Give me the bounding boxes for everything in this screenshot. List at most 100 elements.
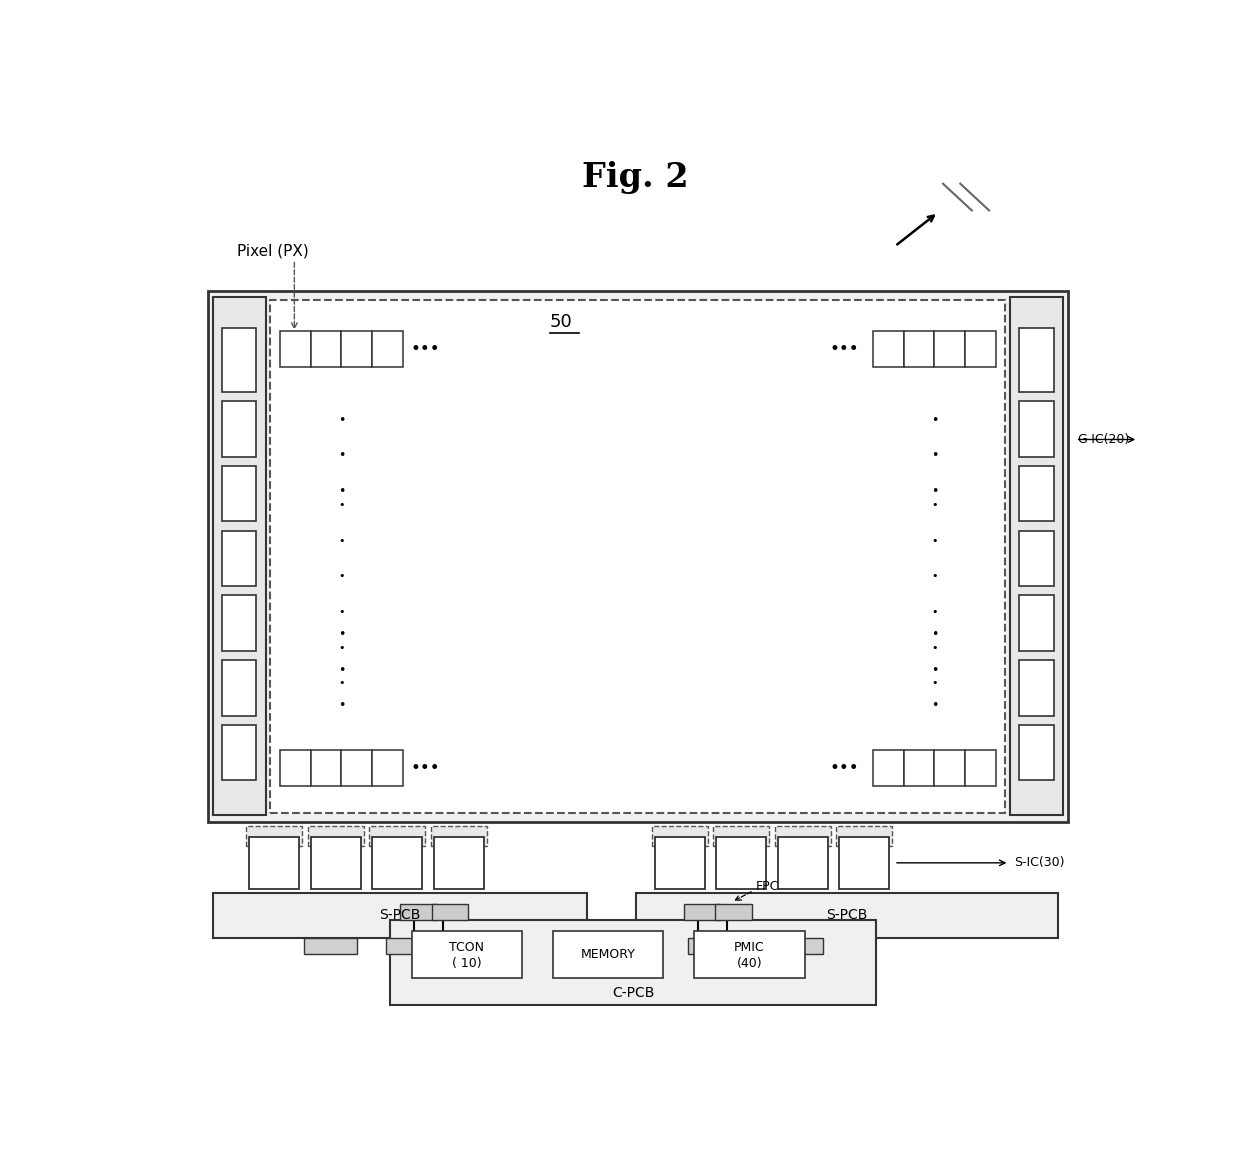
Text: TCON: TCON xyxy=(449,941,485,954)
Bar xyxy=(717,837,766,889)
Text: •: • xyxy=(339,571,345,582)
Text: R: R xyxy=(884,344,892,353)
Text: •: • xyxy=(337,414,345,427)
Text: FPC: FPC xyxy=(755,880,779,892)
Text: G: G xyxy=(946,344,954,353)
Bar xyxy=(935,331,965,366)
Text: •: • xyxy=(931,643,937,653)
Text: •: • xyxy=(931,607,937,617)
Text: R: R xyxy=(884,764,892,773)
Bar xyxy=(432,904,469,920)
Text: PMIC: PMIC xyxy=(734,941,765,954)
Text: •: • xyxy=(931,664,937,677)
Bar xyxy=(1019,531,1054,586)
Bar xyxy=(270,300,1006,812)
Text: G: G xyxy=(946,764,954,773)
Bar xyxy=(386,938,439,954)
Text: W: W xyxy=(914,344,924,353)
Bar xyxy=(247,826,303,846)
Text: W: W xyxy=(321,764,331,773)
Text: •: • xyxy=(931,535,937,546)
Bar xyxy=(249,837,299,889)
Text: B: B xyxy=(977,764,985,773)
Bar xyxy=(311,331,341,366)
Text: (40): (40) xyxy=(737,957,763,970)
Bar xyxy=(208,291,1068,822)
Bar xyxy=(222,661,257,715)
Text: W: W xyxy=(321,344,331,353)
Bar xyxy=(688,938,742,954)
Bar xyxy=(222,596,257,651)
Bar xyxy=(655,837,704,889)
Bar xyxy=(770,938,823,954)
Bar xyxy=(341,750,372,786)
Text: ( 10): ( 10) xyxy=(453,957,481,970)
Bar xyxy=(222,466,257,522)
Bar xyxy=(372,750,403,786)
Bar xyxy=(434,837,484,889)
Text: •: • xyxy=(337,628,345,641)
Bar xyxy=(1019,724,1054,780)
Bar xyxy=(873,331,904,366)
Bar xyxy=(370,826,425,846)
Bar xyxy=(694,931,805,978)
Bar xyxy=(713,826,769,846)
Text: Fig. 2: Fig. 2 xyxy=(583,161,688,194)
Bar xyxy=(213,894,588,938)
Text: •••: ••• xyxy=(410,340,440,358)
Text: S-PCB: S-PCB xyxy=(379,909,420,923)
Bar xyxy=(553,931,663,978)
Text: G-IC(20): G-IC(20) xyxy=(1078,433,1130,446)
Bar xyxy=(222,724,257,780)
Bar xyxy=(635,894,1058,938)
Text: •: • xyxy=(339,607,345,617)
Bar xyxy=(715,904,751,920)
Bar xyxy=(777,837,828,889)
Bar xyxy=(341,331,372,366)
Text: •: • xyxy=(337,486,345,498)
Bar xyxy=(1011,297,1063,815)
Text: •: • xyxy=(931,500,937,510)
Text: B: B xyxy=(384,764,391,773)
Bar xyxy=(430,826,486,846)
Bar xyxy=(904,331,935,366)
Text: 50: 50 xyxy=(549,313,573,331)
Bar xyxy=(775,826,831,846)
Text: G: G xyxy=(352,764,361,773)
Bar xyxy=(222,328,257,392)
Bar xyxy=(935,750,965,786)
Bar xyxy=(304,938,357,954)
Bar xyxy=(372,837,422,889)
Text: •••: ••• xyxy=(410,759,440,778)
Bar xyxy=(391,920,875,1005)
Text: S-PCB: S-PCB xyxy=(826,909,868,923)
Text: •: • xyxy=(339,535,345,546)
Bar xyxy=(213,297,265,815)
Bar xyxy=(836,826,892,846)
Text: •••: ••• xyxy=(830,340,859,358)
Text: •: • xyxy=(337,664,345,677)
Text: B: B xyxy=(384,344,391,353)
Text: •: • xyxy=(337,450,345,462)
Text: C-PCB: C-PCB xyxy=(611,986,655,1000)
Bar xyxy=(839,837,889,889)
Bar xyxy=(1019,401,1054,457)
Bar xyxy=(308,826,363,846)
Bar xyxy=(280,331,311,366)
Text: •: • xyxy=(931,678,937,688)
Bar xyxy=(965,331,996,366)
Bar xyxy=(222,531,257,586)
Bar xyxy=(904,750,935,786)
Text: R: R xyxy=(291,764,299,773)
Text: •: • xyxy=(339,643,345,653)
Text: •: • xyxy=(931,699,937,713)
Text: W: W xyxy=(914,764,924,773)
Text: •: • xyxy=(337,699,345,713)
Text: •: • xyxy=(931,571,937,582)
Text: G: G xyxy=(352,344,361,353)
Text: •: • xyxy=(339,678,345,688)
Bar xyxy=(1019,466,1054,522)
Text: S-IC(30): S-IC(30) xyxy=(1014,857,1065,869)
Bar xyxy=(683,904,720,920)
Bar xyxy=(222,401,257,457)
